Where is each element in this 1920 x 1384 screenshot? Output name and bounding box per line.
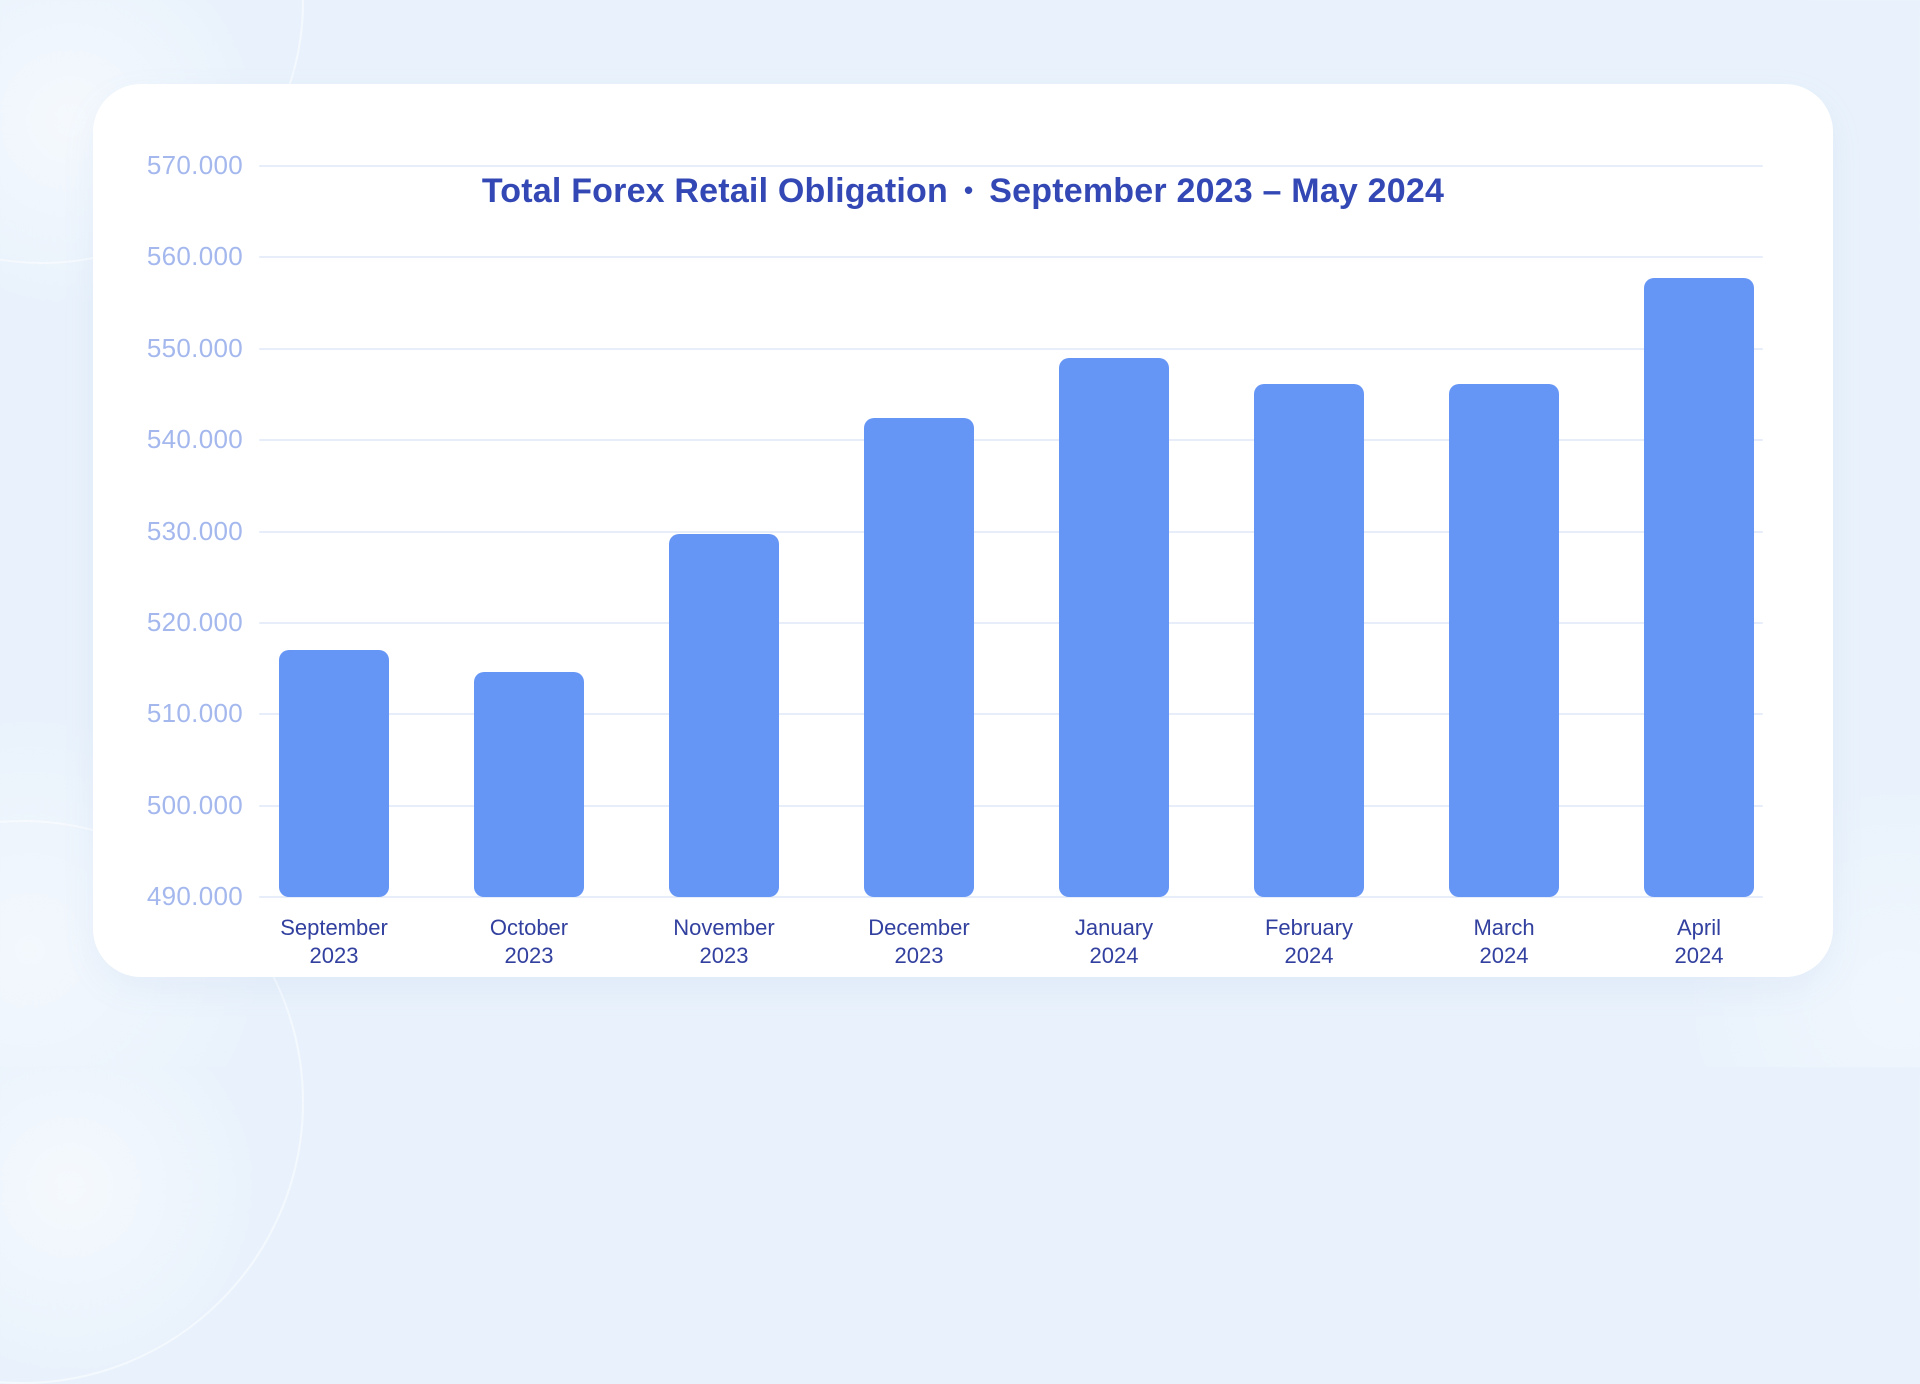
x-axis-label-line: October [489, 915, 569, 940]
bar-september-2023[interactable] [279, 650, 389, 898]
x-axis-label-november-2023: November 2023 [624, 914, 824, 970]
x-axis-label-line: November [673, 915, 775, 940]
x-axis-label-october-2023: October 2023 [429, 914, 629, 970]
grid-line [259, 804, 1763, 807]
chart-title-period: September 2023 – May 2024 [989, 172, 1445, 210]
x-axis-label-line: 2024 [1089, 943, 1139, 968]
x-axis-label-line: 2023 [504, 943, 554, 968]
x-axis-label-line: September [280, 915, 388, 940]
y-axis-tick-label: 550.000 [146, 332, 243, 363]
x-axis-label-september-2023: September 2023 [234, 914, 434, 970]
y-axis-tick-label: 540.000 [146, 424, 243, 455]
x-axis-label-april-2024: April 2024 [1599, 914, 1799, 970]
x-axis-label-line: January [1074, 915, 1154, 940]
grid-line [259, 165, 1763, 167]
plot-area: 570.000 560.000 550.000 540.000 530.000 520.0… [93, 84, 1833, 977]
bar-january-2024[interactable] [1059, 357, 1169, 898]
x-axis-label-line: 2023 [309, 943, 359, 968]
x-axis-label-line: December [868, 915, 970, 940]
x-axis-label-line: April [1676, 915, 1721, 940]
y-axis-tick-label: 500.000 [146, 789, 243, 820]
grid-line [259, 530, 1763, 533]
x-axis-label-line: March [1473, 915, 1535, 940]
grid-line [259, 713, 1763, 716]
x-axis-label-line: 2024 [1284, 943, 1334, 968]
x-axis-label-december-2023: December 2023 [819, 914, 1019, 970]
bar-april-2024[interactable] [1644, 278, 1754, 898]
chart-title-main: Total Forex Retail Obligation [481, 172, 948, 210]
x-axis-label-line: 2024 [1674, 943, 1724, 968]
chart-card: 570.000 560.000 550.000 540.000 530.000 520.0… [93, 84, 1833, 977]
x-axis-label-line: 2024 [1479, 943, 1529, 968]
grid-line [259, 622, 1763, 624]
x-axis-label-march-2024: March 2024 [1404, 914, 1604, 970]
bar-october-2023[interactable] [474, 672, 584, 898]
grid-line [259, 439, 1763, 442]
title-separator-dot: • [963, 175, 974, 205]
x-axis-label-line: 2023 [894, 943, 944, 968]
y-axis-tick-label: 510.000 [146, 698, 243, 729]
grid-line [259, 896, 1763, 899]
bar-march-2024[interactable] [1449, 383, 1559, 898]
grid-line [259, 256, 1763, 259]
y-axis-tick-label: 560.000 [146, 241, 243, 272]
x-axis-label-february-2024: February 2024 [1209, 914, 1409, 970]
y-axis-tick-label: 520.000 [146, 607, 243, 637]
grid-line [259, 347, 1763, 350]
x-axis-label-january-2024: January 2024 [1014, 914, 1214, 970]
bar-november-2023[interactable] [669, 534, 779, 898]
y-axis-tick-label: 530.000 [146, 515, 243, 546]
bar-december-2023[interactable] [864, 418, 974, 898]
bar-february-2024[interactable] [1254, 383, 1364, 898]
chart-title: Total Forex Retail Obligation • September … [93, 172, 1833, 211]
x-axis-label-line: February [1264, 915, 1354, 940]
x-axis-label-line: 2023 [699, 943, 749, 968]
y-axis-tick-label: 490.000 [146, 881, 243, 912]
y-axis-tick-label: 570.000 [146, 150, 243, 180]
